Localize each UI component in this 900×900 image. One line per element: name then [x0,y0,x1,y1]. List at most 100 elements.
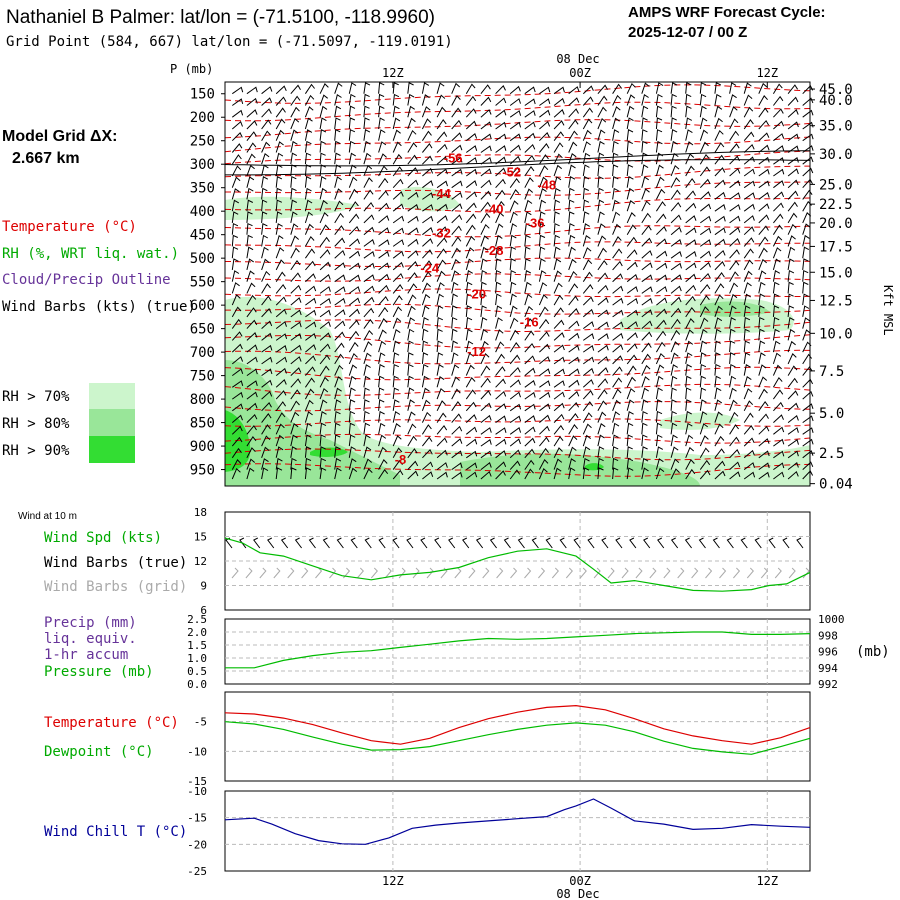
wind-barb [436,248,447,259]
wind-barb [275,164,283,177]
wind-barb [319,176,327,188]
wind-barb [465,426,478,435]
wind-barb [729,226,741,236]
wind-barb [612,321,624,330]
wind-barb [656,213,667,224]
upper-wind-barbs [231,82,814,480]
wind-barb [582,234,591,247]
wind-barb [568,401,580,412]
wind-barb [348,250,361,259]
wind-barb [626,212,636,224]
wind-barb [436,192,448,200]
wind-barb [363,105,370,118]
temperature-contour-label: -44 [432,186,452,201]
wind-barb [304,94,315,106]
wind-barb [480,427,492,435]
wind-barb [422,226,434,236]
wind-barb [597,321,609,330]
wind-barb [538,234,546,247]
wind-barb [480,201,491,212]
y-tick-label: -15 [187,812,207,825]
wind-barb [612,377,623,388]
wind-barb [787,328,796,341]
temperature-contour-label: -28 [485,243,504,258]
wind-barb [743,388,753,400]
panel-frame [224,790,811,872]
wind-barb [641,200,651,212]
wind-barb [348,152,356,165]
wind-barb [348,82,357,94]
wind-barb [582,457,590,470]
temperature-contour-line [224,197,811,213]
wind-barb [392,105,400,118]
wind-barb [714,470,726,480]
y-tick-label-right: 994 [818,662,838,675]
wind-barb [392,352,400,364]
wind-barb [641,262,653,271]
wind-barb [334,237,346,247]
wind-barb [261,413,272,423]
wind-barb [641,446,648,458]
wind-barb [670,129,678,141]
wind-barb [378,284,390,294]
wind-barb [407,387,415,400]
wind-barb [495,438,507,447]
wind-barb [670,446,679,458]
wind-barb [553,424,565,435]
pressure-unit-label: P (mb) [170,62,213,76]
wind-barb [509,211,518,224]
wind-barb [480,269,488,282]
grid-wind-barb [733,567,741,579]
wind-barb [582,247,592,259]
wind-barb [612,140,619,153]
wind-barb [261,97,273,106]
wind-barb [392,328,401,341]
wind-barb [363,250,375,259]
wind-barb [597,389,608,400]
wind-barb [553,391,565,400]
wind-barb [509,403,522,412]
wind-barb [670,329,681,341]
wind-barb [539,403,551,412]
wind-barb [773,168,785,177]
wind-barb [275,457,283,470]
wind-barb [524,318,534,329]
wind-barb [451,328,458,341]
wind-barb [334,446,341,458]
wind-barb [699,469,711,480]
wind-barb [582,176,590,188]
wind-barb [436,364,444,376]
pressure-tick-label: 850 [190,416,215,432]
wind-barb [553,222,560,235]
wind-barb [612,236,622,247]
wind-barb [348,330,360,341]
wind-barb [231,282,240,294]
wind-barb [231,165,242,177]
wind-barb [612,164,619,177]
wind-barb [787,168,799,177]
wind-barb [436,270,446,282]
wind-barb [538,270,547,282]
wind-barb [422,143,433,153]
wind-barb [568,246,576,259]
wind-barb [787,353,797,365]
temperature-contour-line [224,84,811,104]
wind-barb [743,259,754,271]
wind-barb [451,364,460,376]
wind-barb [743,282,752,294]
wind-barb [480,390,492,400]
wind-barb [802,461,814,470]
wind-barb [699,399,707,411]
wind-barb [480,223,490,235]
surface-wind-barb [392,537,400,549]
wind-barb [538,246,546,259]
wind-barb [231,318,243,329]
wind-barb [582,199,590,212]
wind-barb [480,121,492,130]
wind-barb [714,460,726,470]
wind-barb [334,152,341,165]
wind-barb [334,353,345,365]
grid-wind-barb [593,567,601,579]
wind-barb [729,94,737,106]
wind-barb [773,426,785,435]
